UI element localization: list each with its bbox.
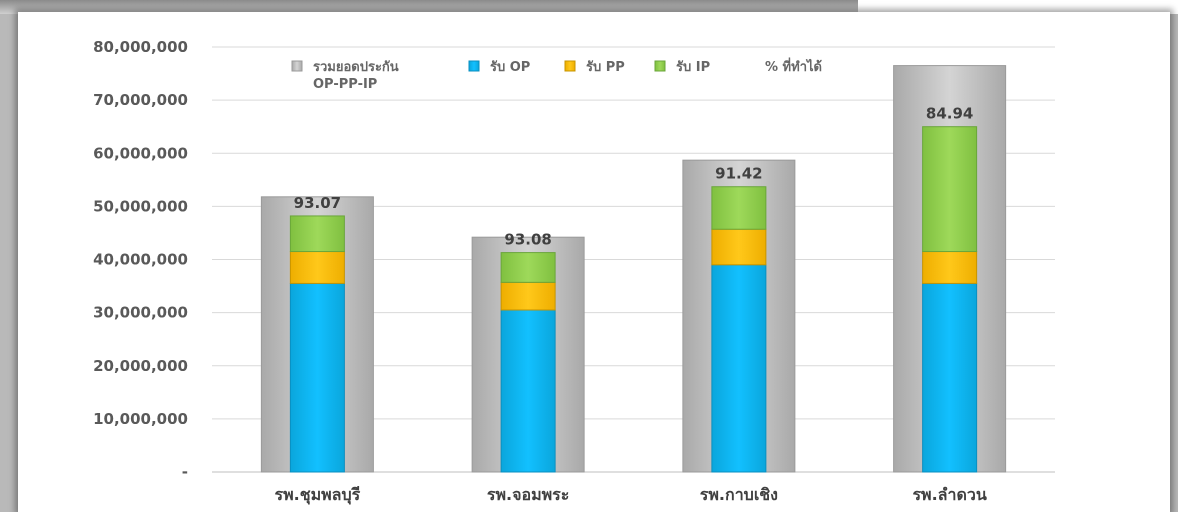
legend: รวมยอดประกัน OP-PP-IP รับ OP รับ PP รับ IP % … [291,57,822,92]
x-axis-category-labels: รพ.ชุมพลบุรี รพ.จอมพระ รพ.กาบเชิง รพ.ลำดวน [275,485,987,505]
y-tick-label: 30,000,000 [93,304,188,322]
y-tick-label: 20,000,000 [93,357,188,375]
percent-data-label: 91.42 [715,165,762,183]
x-category-label: รพ.ชุมพลบุรี [275,485,361,505]
y-tick-label: 60,000,000 [93,144,188,162]
y-tick-label: - [182,463,188,481]
percent-data-label: 84.94 [926,105,973,123]
bar-group: 91.42 [682,159,796,473]
window-top-edge-right [858,0,1178,14]
bar-op [289,282,345,473]
legend-label-percent: % ที่ทำได้ [765,57,822,75]
bar-ip [922,126,978,253]
bar-group: 93.08 [471,231,585,473]
window-top-edge [0,0,858,14]
y-tick-label: 40,000,000 [93,251,188,269]
bar-pp [922,251,978,284]
bar-ip [500,252,556,283]
bars: 93.07 93.08 91.42 84.94 [260,65,1007,473]
legend-label-op: รับ OP [490,60,530,75]
y-tick-label: 10,000,000 [93,410,188,428]
legend-swatch-op [468,60,480,72]
x-category-label: รพ.ลำดวน [912,485,986,504]
bar-pp [711,228,767,266]
bar-pp [289,251,345,284]
percent-data-label: 93.07 [294,194,341,212]
x-category-label: รพ.กาบเชิง [700,485,778,504]
bar-group: 93.07 [260,194,374,473]
legend-label-ip: รับ IP [676,60,710,75]
bar-group: 84.94 [893,65,1007,473]
bar-ip [711,186,767,230]
legend-swatch-pp [564,60,576,72]
legend-swatch-total [291,60,303,72]
bar-ip [289,215,345,253]
legend-label-total-line2: OP-PP-IP [313,77,377,92]
bar-op [711,264,767,473]
bar-pp [500,281,556,311]
x-category-label: รพ.จอมพระ [487,485,569,504]
y-tick-label: 70,000,000 [93,91,188,109]
legend-swatch-ip [654,60,666,72]
bar-op [922,282,978,473]
legend-label-total: รวมยอดประกัน [313,60,399,75]
percent-data-label: 93.08 [504,231,551,249]
y-axis-tick-labels: - 10,000,000 20,000,000 30,000,000 40,000,00… [93,38,188,481]
y-tick-label: 80,000,000 [93,38,188,56]
y-tick-label: 50,000,000 [93,197,188,215]
legend-label-pp: รับ PP [586,60,625,75]
bar-op [500,309,556,473]
